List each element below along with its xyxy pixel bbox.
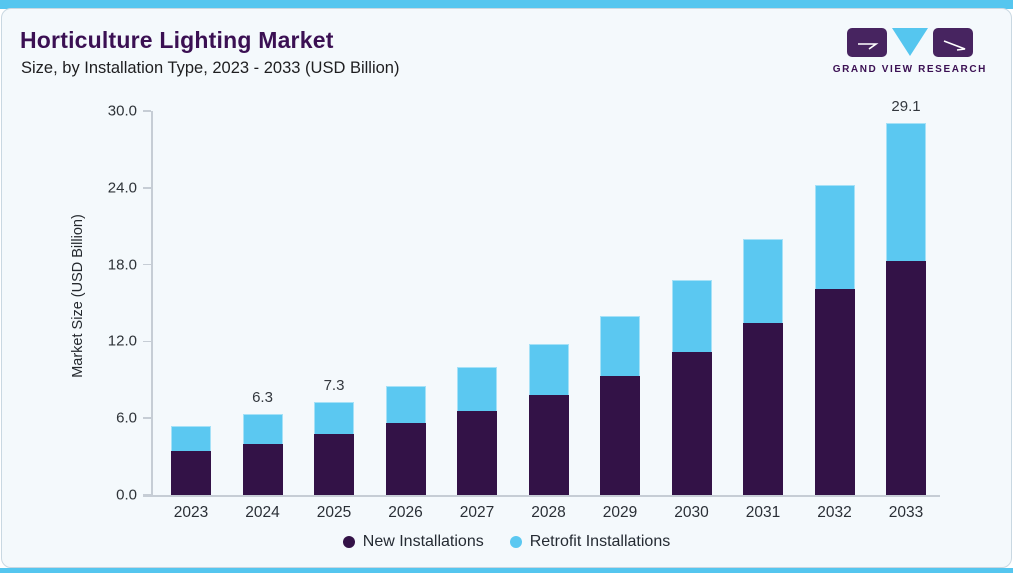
bar-2029: [600, 315, 640, 495]
y-tick-mark: [143, 494, 151, 496]
y-tick-label: 18.0: [107, 256, 137, 274]
bar-segment-retrofit-2029: [600, 315, 640, 376]
legend-dot-icon: [342, 536, 355, 548]
bar-segment-new-2026: [385, 423, 426, 495]
bar-segment-retrofit-2032: [814, 185, 855, 289]
top-accent-bar: [0, 0, 1013, 9]
logo-r-icon: [932, 28, 973, 57]
legend-item-retrofit-installations: Retrofit Installations: [509, 533, 671, 551]
bar-segment-retrofit-2027: [457, 367, 497, 411]
x-tick-label-2024: 2024: [245, 504, 280, 521]
y-tick-mark: [143, 417, 151, 419]
bar-segment-retrofit-2028: [528, 343, 569, 396]
y-tick-label: 12.0: [107, 332, 137, 350]
chart-subtitle: Size, by Installation Type, 2023 - 2033 …: [21, 59, 400, 77]
bar-segment-new-2024: [242, 443, 283, 495]
y-tick-mark: [143, 187, 151, 189]
y-axis-title: Market Size (USD Billion): [70, 214, 86, 378]
bar-segment-retrofit-2025: [314, 401, 354, 434]
page-title: Horticulture Lighting Market: [20, 27, 334, 53]
bar-2026: [385, 386, 426, 495]
x-axis-line: [143, 495, 940, 497]
bar-segment-retrofit-2031: [743, 239, 783, 324]
y-tick-label: 6.0: [116, 409, 137, 427]
bar-segment-new-2033: [886, 260, 926, 495]
x-tick-label-2029: 2029: [602, 504, 638, 521]
bar-segment-retrofit-2026: [385, 386, 426, 424]
data-label-2025: 7.3: [323, 376, 345, 394]
gvr-logo-marks: [833, 28, 987, 57]
x-tick-label-2030: 2030: [674, 504, 709, 521]
bar-segment-retrofit-2023: [171, 425, 211, 452]
bar-segment-new-2032: [814, 288, 855, 495]
bar-segment-new-2028: [528, 395, 569, 495]
bar-2033: [886, 122, 926, 495]
chart-card: Horticulture Lighting Market Size, by In…: [1, 8, 1012, 568]
gvr-logo: GRAND VIEW RESEARCH: [833, 28, 987, 75]
y-tick-mark: [143, 110, 151, 112]
bar-2024: [242, 414, 283, 495]
x-tick-label-2033: 2033: [888, 504, 924, 521]
y-tick-label: 0.0: [116, 486, 137, 504]
bottom-accent-bar: [0, 568, 1013, 573]
logo-v-triangle-icon: [891, 28, 928, 56]
bar-2027: [457, 367, 497, 495]
bar-2023: [171, 425, 211, 495]
y-tick-mark: [143, 340, 151, 343]
y-axis-line: [151, 111, 153, 495]
bar-2032: [814, 185, 855, 495]
bar-2031: [743, 239, 783, 495]
y-tick-mark: [143, 263, 151, 266]
bar-segment-new-2030: [671, 351, 712, 495]
y-tick-label: 24.0: [107, 179, 137, 197]
bar-segment-new-2025: [314, 433, 354, 495]
logo-g-icon: [846, 28, 887, 57]
x-tick-label-2028: 2028: [531, 504, 566, 521]
x-tick-label-2032: 2032: [817, 504, 852, 521]
bar-2030: [671, 279, 712, 495]
legend-item-new-installations: New Installations: [342, 533, 484, 551]
x-tick-label-2027: 2027: [459, 504, 495, 521]
bar-2025: [314, 401, 354, 495]
bar-segment-new-2027: [457, 410, 497, 495]
bar-segment-new-2029: [600, 375, 640, 495]
bar-segment-retrofit-2033: [886, 122, 926, 261]
logo-wordmark: GRAND VIEW RESEARCH: [832, 64, 987, 75]
legend-dot-icon: [509, 536, 522, 548]
plot-area: 6.3 7.3 29.1: [151, 98, 940, 495]
legend: New Installations Retrofit Installations: [2, 533, 1011, 551]
legend-label: Retrofit Installations: [529, 533, 671, 550]
x-tick-label-2031: 2031: [745, 504, 781, 521]
bar-2028: [528, 343, 569, 495]
y-tick-label: 30.0: [107, 102, 137, 120]
bar-segment-retrofit-2024: [242, 414, 283, 444]
x-tick-label-2025: 2025: [316, 504, 352, 521]
bar-segment-new-2023: [171, 451, 211, 495]
x-tick-label-2026: 2026: [388, 504, 423, 521]
bar-segment-retrofit-2030: [671, 279, 712, 352]
x-tick-label-2023: 2023: [173, 504, 209, 521]
bar-segment-new-2031: [743, 323, 783, 495]
data-label-2024: 6.3: [252, 389, 273, 407]
legend-label: New Installations: [362, 533, 484, 550]
data-label-2033: 29.1: [891, 97, 921, 115]
